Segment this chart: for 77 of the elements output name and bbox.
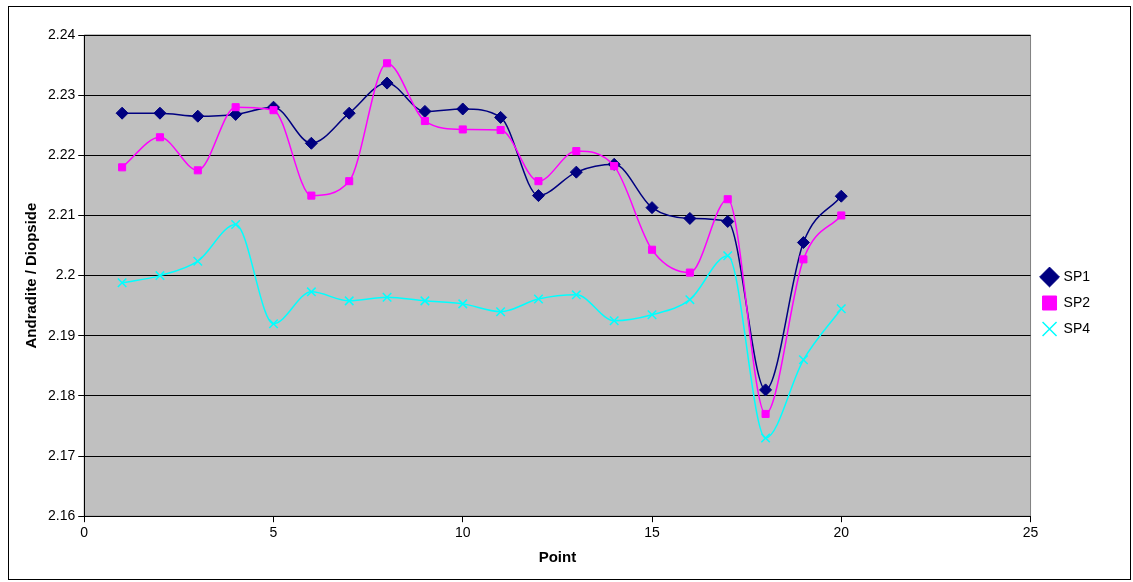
- point: [269, 106, 278, 115]
- point: [569, 165, 583, 179]
- point: [420, 116, 429, 126]
- point: [456, 102, 470, 116]
- point: [304, 136, 318, 150]
- x-tick-label: 10: [454, 524, 471, 541]
- legend-label: SP2: [1063, 293, 1091, 310]
- legend-label: SP1: [1063, 267, 1091, 284]
- point: [645, 201, 659, 215]
- point: [193, 166, 202, 175]
- point: [153, 106, 167, 120]
- point: [759, 383, 773, 397]
- x-tick-label: 15: [644, 524, 661, 541]
- point: [117, 277, 128, 288]
- y-tick-label: 2.23: [48, 86, 76, 103]
- point: [647, 245, 657, 254]
- point: [457, 298, 468, 309]
- y-tick-label: 2.19: [48, 326, 76, 343]
- point: [115, 106, 129, 120]
- point: [533, 294, 544, 305]
- point: [647, 309, 658, 320]
- point: [496, 126, 505, 135]
- point: [684, 294, 695, 305]
- point: [383, 59, 392, 68]
- point: [307, 191, 316, 200]
- point: [799, 255, 808, 264]
- point: [834, 189, 848, 203]
- legend-label: SP4: [1063, 319, 1091, 336]
- point: [380, 76, 394, 90]
- x-tick-label: 25: [1022, 524, 1039, 541]
- point: [723, 195, 732, 204]
- point: [796, 236, 810, 250]
- point: [609, 315, 620, 326]
- point: [798, 354, 809, 365]
- point: [837, 211, 846, 220]
- point: [191, 109, 205, 123]
- point: [495, 306, 506, 317]
- point: [683, 211, 697, 225]
- point: [344, 295, 355, 306]
- point: [118, 163, 127, 172]
- point: [610, 162, 619, 171]
- y-tick-label: 2.16: [48, 507, 76, 524]
- point: [761, 409, 770, 418]
- point: [721, 214, 735, 228]
- point: [345, 177, 354, 186]
- point: [494, 110, 508, 124]
- y-tick-label: 2.22: [48, 146, 76, 163]
- point: [571, 289, 582, 300]
- x-tick-label: 0: [80, 524, 89, 541]
- x-axis-title: Point: [538, 548, 577, 566]
- point: [722, 250, 733, 261]
- point: [306, 286, 317, 297]
- point: [231, 103, 240, 112]
- point: [760, 433, 771, 443]
- point: [685, 268, 694, 277]
- point: [382, 292, 393, 303]
- y-tick-label: 2.2: [55, 266, 76, 283]
- point: [836, 303, 847, 314]
- y-axis-title: Andradite / Diopside: [22, 202, 40, 349]
- y-tick-label: 2.21: [48, 206, 76, 223]
- x-tick-label: 5: [269, 524, 278, 541]
- point: [230, 219, 241, 230]
- point: [155, 133, 164, 142]
- point: [192, 256, 203, 267]
- point: [418, 104, 432, 118]
- point: [268, 318, 279, 329]
- point: [531, 189, 545, 203]
- point: [534, 177, 543, 186]
- point: [419, 295, 430, 306]
- point: [342, 106, 356, 120]
- point: [572, 147, 581, 156]
- y-tick-label: 2.18: [48, 386, 76, 403]
- point: [154, 270, 165, 281]
- x-tick-label: 20: [833, 524, 850, 541]
- y-tick-label: 2.24: [48, 25, 76, 42]
- point: [458, 125, 467, 134]
- y-tick-label: 2.17: [48, 446, 76, 463]
